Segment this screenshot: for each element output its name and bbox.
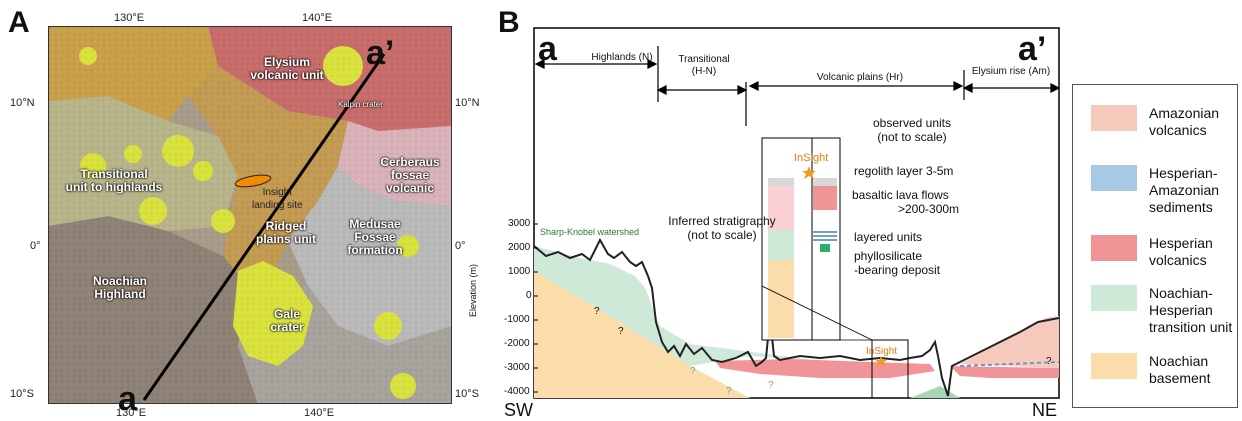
label-gale: Gale crater [270, 307, 304, 334]
legend-swatch [1091, 235, 1137, 261]
lat-tick-10n-left: 10°N [10, 97, 35, 109]
lat-tick-0-right: 0° [455, 240, 466, 252]
insight-landing-ellipse [234, 174, 272, 188]
insight-star-column [802, 166, 816, 179]
label-sw: SW [504, 400, 533, 420]
y-tick-neg4000: -4000 [504, 386, 530, 397]
column-label-phyllosilicate: phyllosilicate -bearing deposit [854, 249, 941, 277]
watershed-label: Sharp-Knobel watershed [540, 227, 640, 237]
legend-item-noachian: Noachian basement [1091, 353, 1242, 387]
legend-label: Hesperian-Amazonian sediments [1149, 165, 1220, 215]
map-end-a-prime: a’ [366, 34, 395, 72]
legend-label: Amazonian volcanics [1149, 105, 1220, 138]
legend-item-hesperian-amazonian: Hesperian-Amazonian sediments [1091, 165, 1242, 216]
y-tick-2000: 2000 [508, 242, 531, 253]
column-label-regolith: regolith layer 3-5m [854, 164, 954, 178]
segment-elysium-rise: Elysium rise (Am) [971, 66, 1051, 77]
qmark-5: ? [768, 380, 774, 391]
label-medusae: Medusae Fossae formation [347, 217, 403, 257]
legend: Amazonian volcanics Hesperian-Amazonian … [1072, 84, 1238, 408]
segment-volcanic-plains: Volcanic plains (Hr) [816, 72, 904, 83]
legend-label: Noachian basement [1149, 353, 1211, 386]
panel-b-letter: B [498, 6, 520, 39]
qmark-4: ? [726, 386, 732, 397]
y-tick-1000: 1000 [508, 266, 531, 277]
section-end-a: a [538, 30, 557, 68]
segment-transitional: Transitional (H-N) [678, 54, 730, 77]
lat-tick-10s-right: 10°S [455, 388, 479, 400]
profile-line [142, 53, 386, 401]
lon-tick-130-bottom: 130°E [116, 407, 147, 419]
cross-section [533, 27, 1061, 399]
inferred-stratigraphy-label: Inferred stratigraphy (not to scale) [668, 214, 776, 242]
qmark-1: ? [594, 306, 600, 317]
panel-a-letter: A [8, 6, 30, 39]
y-tick-neg3000: -3000 [504, 362, 530, 373]
y-tick-3000: 3000 [508, 218, 531, 229]
qmark-3: ? [690, 366, 696, 377]
insight-label-column: InSight [794, 152, 829, 164]
legend-swatch [1091, 105, 1137, 131]
qmark-6: ? [1046, 356, 1052, 367]
observed-units-label: observed units (not to scale) [872, 116, 952, 144]
y-tick-neg1000: -1000 [504, 314, 530, 325]
legend-swatch [1091, 353, 1137, 379]
label-ridged: Ridged plains unit [256, 219, 316, 246]
section-end-a-prime: a’ [1018, 30, 1047, 68]
y-axis-label: Elevation (m) [468, 263, 478, 317]
legend-item-transition: Noachian-Hesperian transition unit [1091, 285, 1242, 336]
label-transitional: Transitional unit to highlands [65, 167, 163, 194]
layer-transition [534, 246, 820, 366]
label-kalpin: Kalpin crater [338, 100, 383, 109]
lat-tick-10s-left: 10°S [10, 388, 34, 400]
lon-tick-140-top: 140°E [302, 12, 333, 24]
legend-item-hesperian: Hesperian volcanics [1091, 235, 1242, 269]
legend-swatch [1091, 165, 1137, 191]
legend-swatch [1091, 285, 1137, 311]
segment-highlands: Highlands (N) [591, 52, 653, 63]
column-label-layered: layered units [854, 230, 923, 244]
layer-noachian-basement [534, 271, 750, 398]
layer-amazonian-volcanics [960, 316, 1059, 368]
topographic-profile [533, 237, 1060, 397]
label-noachian: Noachian Highland [92, 274, 147, 301]
qmark-2: ? [618, 326, 624, 337]
label-insight: Insight landing site [252, 187, 303, 211]
label-ne: NE [1032, 400, 1058, 420]
column-label-basaltic: basaltic lava flows >200-300m [852, 188, 960, 216]
lat-tick-0-left: 0° [30, 240, 41, 252]
label-elysium: Elysium volcanic unit [250, 55, 324, 82]
legend-item-amazonian: Amazonian volcanics [1091, 105, 1242, 139]
y-tick-0: 0 [526, 290, 532, 301]
lat-tick-10n-right: 10°N [455, 97, 480, 109]
y-tick-neg2000: -2000 [504, 338, 530, 349]
legend-label: Hesperian volcanics [1149, 235, 1213, 268]
geologic-map [48, 26, 452, 404]
legend-label: Noachian-Hesperian transition unit [1149, 285, 1233, 335]
map-end-a: a [118, 380, 137, 418]
label-cerberaus: Cerberaus fossae volcanic [380, 155, 440, 195]
insight-star-profile [875, 356, 887, 367]
insight-label-profile: InSight [866, 346, 898, 357]
lon-tick-130-top: 130°E [114, 12, 145, 24]
lon-tick-140-bottom: 140°E [304, 407, 335, 419]
